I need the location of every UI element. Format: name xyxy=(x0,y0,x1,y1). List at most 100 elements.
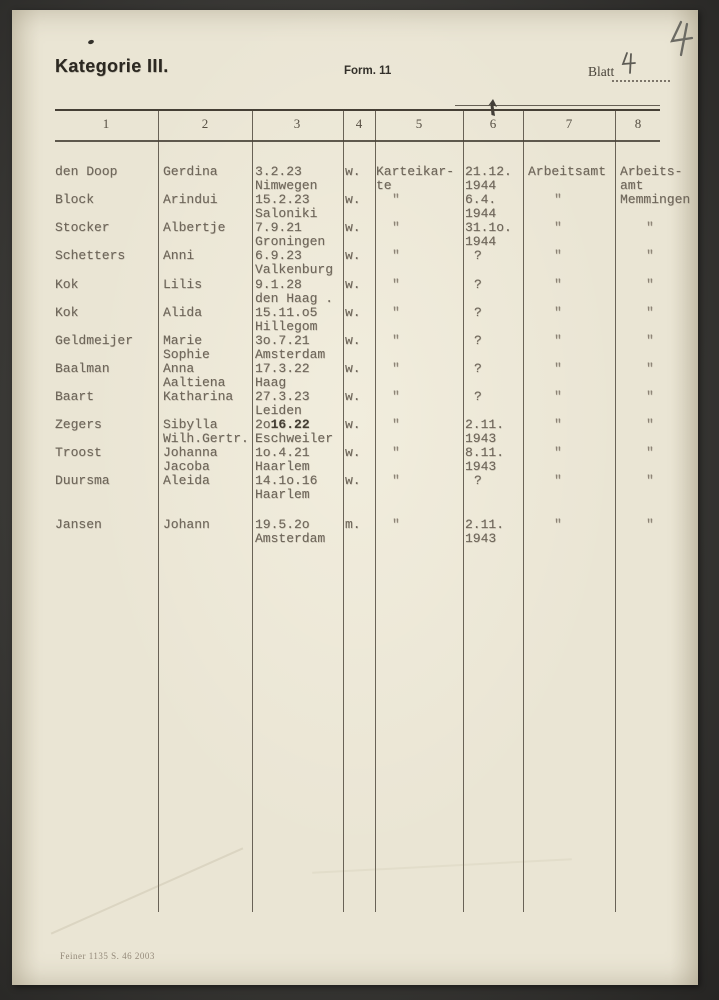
table-cell: Arbeits-amt xyxy=(620,164,683,193)
table-cell: Karteikar-te xyxy=(376,164,455,193)
table-cell: w. xyxy=(345,473,361,488)
table-cell: " xyxy=(646,517,654,532)
sheet-number-dotted-line xyxy=(612,68,670,82)
table-cell: den Doop xyxy=(55,164,118,179)
table-cell: Baalman xyxy=(55,361,110,376)
paper-sheet: Kategorie III. Form. 11 Blatt 1 2 3 4 5 6 7 8 d… xyxy=(12,10,698,985)
table-cell: Albertje xyxy=(163,220,226,235)
table-cell: ? xyxy=(474,248,482,263)
table-top-rule xyxy=(55,109,660,112)
table-column-rule xyxy=(158,109,160,912)
column-number: 2 xyxy=(201,116,209,131)
table-header-rule xyxy=(55,140,660,142)
table-cell: 8.11. 1943 xyxy=(465,445,505,474)
table-cell: Stocker xyxy=(55,220,110,235)
table-cell: " xyxy=(554,220,562,235)
column-number: 1 xyxy=(102,116,110,131)
table-cell: " xyxy=(554,417,562,432)
table-cell: ? xyxy=(474,305,482,320)
table-cell: Lilis xyxy=(163,277,203,292)
table-cell: Block xyxy=(55,192,95,207)
table-cell: 19.5.2o Amsterdam xyxy=(255,517,326,546)
form-number-label: Form. 11 xyxy=(344,65,392,77)
table-cell: Arindui xyxy=(163,192,218,207)
table-cell: " xyxy=(646,361,654,376)
table-cell: 3o.7.21 Amsterdam xyxy=(255,333,326,362)
table-cell: " xyxy=(392,333,400,348)
table-cell: w. xyxy=(345,192,361,207)
table-cell: 2.11. 1943 xyxy=(465,417,505,446)
table-cell: " xyxy=(554,192,562,207)
table-cell: Troost xyxy=(55,445,102,460)
table-cell: m. xyxy=(345,517,361,532)
column-number: 7 xyxy=(565,116,573,131)
table-cell: " xyxy=(392,473,400,488)
column-number: 8 xyxy=(634,116,642,131)
table-cell: " xyxy=(646,473,654,488)
table-cell: 27.3.23 Leiden xyxy=(255,389,310,418)
table-cell: w. xyxy=(345,305,361,320)
table-cell: Marie Sophie xyxy=(163,333,210,362)
table-cell: " xyxy=(392,517,400,532)
table-cell: 15.11.o5 Hillegom xyxy=(255,305,318,334)
table-cell: Alida xyxy=(163,305,203,320)
table-cell: " xyxy=(392,361,400,376)
table-column-rule xyxy=(252,109,254,912)
table-cell: Schetters xyxy=(55,248,126,263)
table-cell: 17.3.22 Haag xyxy=(255,361,310,390)
ink-arrow-mark-icon xyxy=(488,99,497,116)
table-cell: w. xyxy=(345,417,361,432)
table-cell: Kok xyxy=(55,277,79,292)
table-cell: " xyxy=(646,248,654,263)
table-cell: " xyxy=(554,445,562,460)
handwritten-sheet-number-four-icon xyxy=(621,52,636,74)
table-cell: " xyxy=(392,248,400,263)
table-cell: Gerdina xyxy=(163,164,218,179)
column-number: 6 xyxy=(489,116,497,131)
table-cell: " xyxy=(392,417,400,432)
table-cell: " xyxy=(646,389,654,404)
table-cell: Zegers xyxy=(55,417,102,432)
table-cell: " xyxy=(554,333,562,348)
table-cell: " xyxy=(554,473,562,488)
table-cell: 15.2.23 Saloniki xyxy=(255,192,318,221)
table-cell: ? xyxy=(474,277,482,292)
paper-crease xyxy=(312,858,572,874)
table-cell: w. xyxy=(345,164,361,179)
table-cell: 2.11. 1943 xyxy=(465,517,505,546)
ink-dot-mark xyxy=(87,39,95,45)
table-cell: w. xyxy=(345,445,361,460)
table-cell: " xyxy=(646,445,654,460)
table-cell: 31.1o. 1944 xyxy=(465,220,512,249)
table-cell: " xyxy=(646,305,654,320)
table-cell: Duursma xyxy=(55,473,110,488)
table-cell: 21.12. 1944 xyxy=(465,164,512,193)
table-cell: 1o.4.21 Haarlem xyxy=(255,445,310,474)
table-cell: 2o16.22 Eschweiler xyxy=(255,417,334,446)
table-cell: 6.9.23 Valkenburg xyxy=(255,248,334,277)
table-cell: Katharina xyxy=(163,389,234,404)
table-cell: Johanna Jacoba xyxy=(163,445,218,474)
table-cell: " xyxy=(554,517,562,532)
table-column-rule xyxy=(463,109,465,912)
table-cell: ? xyxy=(474,361,482,376)
table-cell: " xyxy=(554,248,562,263)
handwritten-corner-number-four-icon xyxy=(670,20,694,57)
column-number: 5 xyxy=(415,116,423,131)
table-cell: " xyxy=(646,417,654,432)
table-cell: ? xyxy=(474,389,482,404)
table-cell: 7.9.21 Groningen xyxy=(255,220,326,249)
table-cell: Aleida xyxy=(163,473,210,488)
table-cell: " xyxy=(554,361,562,376)
table-cell: w. xyxy=(345,333,361,348)
table-cell: " xyxy=(554,389,562,404)
table-top-rule-double xyxy=(455,105,660,107)
table-cell: 3.2.23 Nimwegen xyxy=(255,164,318,193)
table-cell: " xyxy=(392,389,400,404)
table-cell: " xyxy=(392,445,400,460)
column-number: 3 xyxy=(293,116,301,131)
table-cell: " xyxy=(646,333,654,348)
table-cell: Geldmeijer xyxy=(55,333,134,348)
sheet-label: Blatt xyxy=(588,64,615,79)
